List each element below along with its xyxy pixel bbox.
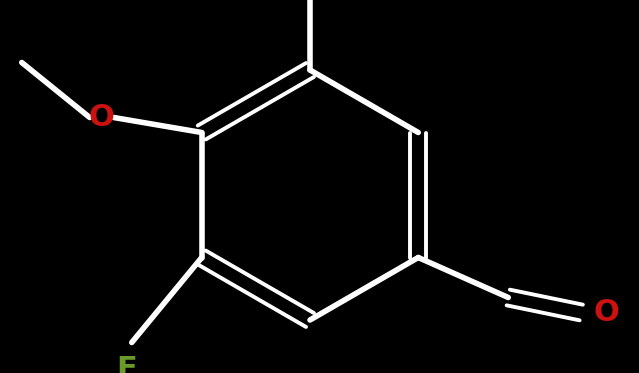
Text: O: O xyxy=(89,103,114,132)
Text: O: O xyxy=(593,298,619,327)
Text: F: F xyxy=(116,355,137,373)
